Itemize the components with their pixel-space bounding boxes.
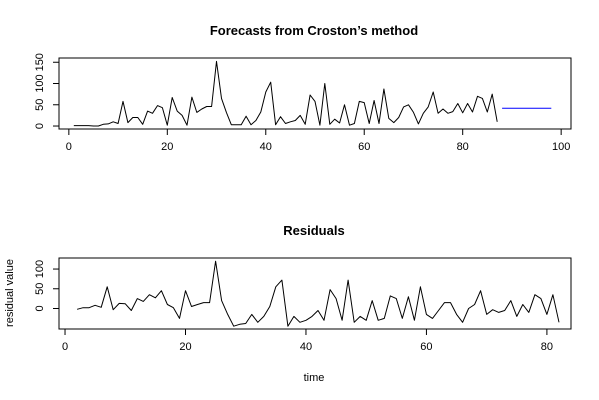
x-axis: 0 20 40 60 80	[62, 329, 553, 353]
x-tick-label: 20	[179, 341, 191, 353]
y-tick-label: 100	[34, 74, 46, 92]
chart-title: Residuals	[283, 223, 344, 238]
plot-frame	[58, 257, 572, 330]
y-axis-label: residual value	[4, 259, 16, 327]
x-tick-label: 80	[541, 341, 553, 353]
y-tick-label: 50	[34, 99, 46, 111]
y-tick-label: 0	[34, 123, 46, 129]
series-line	[73, 60, 498, 127]
x-tick-label: 60	[358, 141, 370, 153]
y-tick-label: 0	[34, 305, 46, 311]
series-layer	[73, 60, 552, 127]
y-axis: 0 50 100 150	[34, 53, 59, 129]
y-tick-label: 50	[34, 283, 46, 295]
x-axis: 0 20 40 60 80 100	[66, 129, 570, 153]
y-tick-label: 150	[34, 53, 46, 71]
series-layer	[76, 260, 560, 327]
y-tick-label: 100	[34, 260, 46, 278]
x-tick-label: 80	[457, 141, 469, 153]
residuals-panel: Residuals 0 20 40 60 80 0 50 100 time residual…	[4, 223, 572, 384]
x-tick-label: 20	[161, 141, 173, 153]
series-line	[76, 260, 560, 327]
plot-frame	[58, 57, 572, 130]
x-tick-label: 0	[66, 141, 72, 153]
x-tick-label: 40	[300, 341, 312, 353]
x-tick-label: 100	[552, 141, 570, 153]
y-axis: 0 50 100	[34, 260, 59, 312]
chart-title: Forecasts from Croston’s method	[210, 23, 418, 38]
x-tick-label: 60	[420, 341, 432, 353]
x-tick-label: 0	[62, 341, 68, 353]
x-axis-label: time	[304, 372, 325, 384]
x-tick-label: 40	[260, 141, 272, 153]
forecast-panel: Forecasts from Croston’s method 0 20 40 60 8…	[34, 23, 572, 153]
